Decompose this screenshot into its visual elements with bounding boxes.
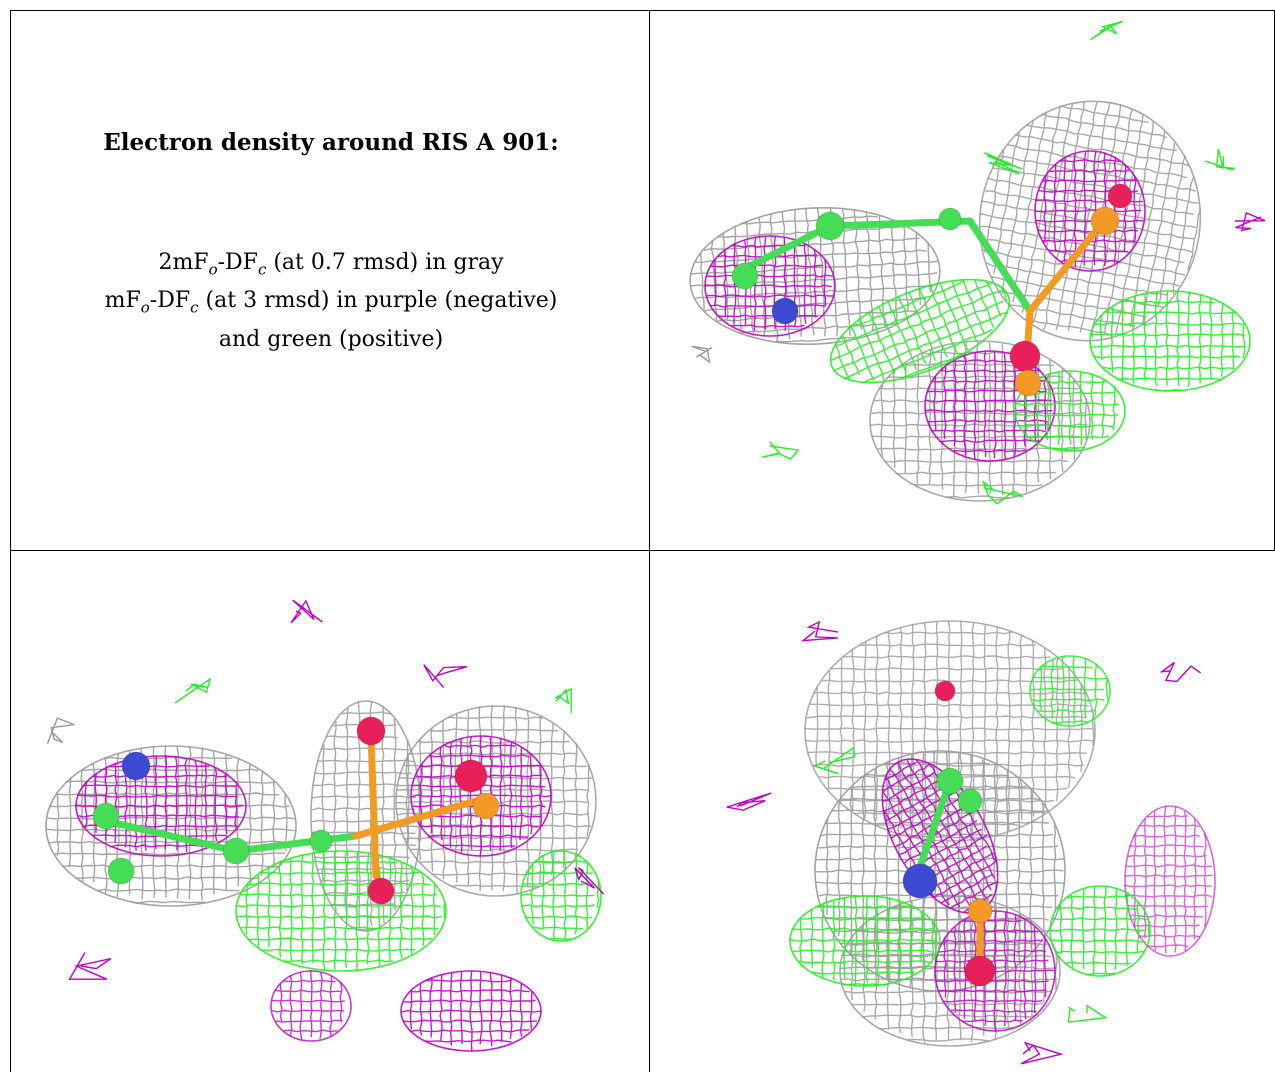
- mesh-fragment: [1067, 1004, 1108, 1023]
- mesh-fragment: [726, 792, 772, 811]
- oxygen-atom: [367, 877, 395, 905]
- map-legend: 2mFo-DFc (at 0.7 rmsd) in gray mFo-DFc (…: [11, 247, 649, 356]
- mesh-fragment: [813, 747, 856, 775]
- phosphorus-atom: [472, 792, 500, 820]
- oxygen-atom: [1107, 183, 1133, 209]
- green-positive-mesh: [235, 850, 447, 972]
- mesh-fragment: [423, 664, 467, 688]
- green-positive-mesh: [1029, 655, 1111, 727]
- phosphorus-atom: [1014, 369, 1042, 397]
- legend-line-gray: 2mFo-DFc (at 0.7 rmsd) in gray: [158, 250, 504, 279]
- density-view-2: [10, 550, 650, 1072]
- green-positive-mesh: [1014, 370, 1126, 452]
- green-positive-mesh: [788, 895, 941, 987]
- carbon-atom: [938, 207, 962, 231]
- nitrogen-atom: [902, 863, 938, 899]
- carbon-atom: [92, 802, 120, 830]
- purple-negative-mesh: [270, 969, 352, 1042]
- phosphorus-atom: [967, 898, 993, 924]
- bond: [232, 832, 360, 855]
- nitrogen-atom: [771, 297, 799, 325]
- green-positive-mesh: [520, 850, 602, 942]
- green-positive-mesh: [1089, 290, 1251, 392]
- caption-cell: Electron density around RIS A 901: 2mFo-…: [10, 10, 650, 550]
- oxygen-atom: [1009, 340, 1041, 372]
- mesh-fragment: [1020, 1041, 1064, 1065]
- purple-negative-mesh: [1034, 150, 1146, 272]
- bond: [1026, 222, 1104, 315]
- legend-line-difference: mFo-DFc (at 3 rmsd) in purple (negative): [104, 288, 558, 317]
- figure-title: Electron density around RIS A 901:: [103, 129, 559, 156]
- mesh-fragment: [982, 479, 1024, 505]
- mesh-fragment: [174, 677, 212, 704]
- carbon-atom: [815, 211, 845, 241]
- green-positive-mesh: [829, 278, 1011, 384]
- figure-table: Electron density around RIS A 901: 2mFo-…: [10, 10, 1275, 1072]
- gray-density-mesh: [978, 100, 1202, 342]
- oxygen-atom: [454, 759, 488, 793]
- mesh-fragment: [554, 687, 572, 714]
- nitrogen-atom: [121, 751, 151, 781]
- mesh-fragment: [800, 620, 839, 642]
- mesh-fragment: [1159, 661, 1202, 683]
- purple-negative-mesh: [1124, 805, 1216, 957]
- legend-line-positive: and green (positive): [218, 326, 444, 352]
- oxygen-atom: [964, 955, 996, 987]
- mesh-fragment: [46, 717, 75, 744]
- carbon-atom: [731, 262, 759, 290]
- density-render-3: [726, 620, 1216, 1065]
- density-view-1: [650, 10, 1275, 550]
- density-render-1: [689, 20, 1266, 505]
- mesh-fragment: [761, 441, 800, 460]
- carbon-atom: [107, 857, 135, 885]
- oxygen-atom: [934, 680, 956, 702]
- mesh-fragment: [984, 152, 1023, 175]
- bond: [367, 732, 380, 880]
- mesh-fragment: [574, 867, 605, 895]
- carbon-atom: [222, 837, 250, 865]
- mesh-fragment: [68, 952, 112, 980]
- purple-negative-mesh: [704, 235, 836, 337]
- gray-density-mesh: [804, 620, 1096, 842]
- purple-negative-mesh: [400, 970, 542, 1052]
- carbon-atom: [936, 767, 964, 795]
- mesh-fragment: [691, 345, 713, 364]
- density-render-2: [45, 599, 605, 1052]
- carbon-atom: [309, 829, 333, 853]
- density-view-3: [650, 550, 1275, 1072]
- bond: [102, 817, 240, 855]
- green-positive-mesh: [1049, 885, 1151, 977]
- carbon-atom: [957, 788, 983, 814]
- mesh-fragment: [1204, 148, 1235, 171]
- mesh-fragment: [290, 599, 323, 624]
- mesh-fragment: [1234, 211, 1266, 232]
- oxygen-atom: [356, 716, 386, 746]
- bond: [736, 222, 834, 275]
- mesh-fragment: [1090, 20, 1124, 41]
- phosphorus-atom: [1090, 206, 1120, 236]
- bond: [966, 217, 1034, 315]
